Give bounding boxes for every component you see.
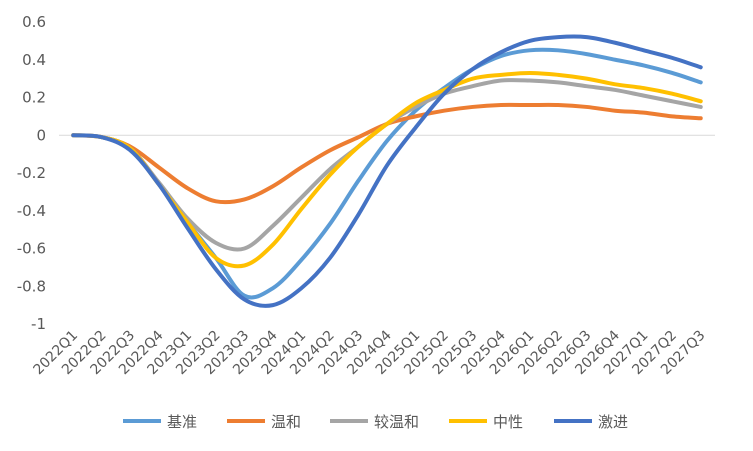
- y-tick-label: 0.6: [22, 13, 46, 31]
- series-line-1: [71, 102, 703, 205]
- legend: 基准 温和 较温和 中性 激进: [123, 413, 628, 431]
- y-tick-label: -0.4: [17, 202, 46, 220]
- legend-label: 温和: [271, 413, 301, 431]
- series-lines: [71, 34, 703, 308]
- legend-item: 较温和: [330, 413, 419, 431]
- series-line-4: [71, 34, 703, 308]
- legend-label: 激进: [598, 413, 628, 431]
- legend-item: 基准: [123, 413, 197, 431]
- legend-item: 激进: [554, 413, 628, 431]
- y-tick-label: -0.6: [17, 240, 46, 258]
- y-tick-label: 0.4: [22, 51, 46, 69]
- y-tick-label: -0.2: [17, 164, 46, 182]
- series-line-3: [71, 70, 703, 269]
- x-axis-tick-labels: 2022Q12022Q22022Q32022Q42023Q12023Q22023…: [30, 327, 708, 378]
- legend-item: 中性: [449, 413, 523, 431]
- legend-label: 基准: [167, 413, 197, 431]
- legend-item: 温和: [227, 413, 301, 431]
- y-tick-label: 0: [36, 126, 46, 144]
- y-axis-tick-labels: 0.6 0.4 0.2 0 -0.2 -0.4 -0.6 -0.8 -1: [17, 13, 46, 333]
- y-tick-label: 0.2: [22, 89, 46, 107]
- legend-label: 较温和: [374, 413, 419, 431]
- legend-label: 中性: [493, 413, 523, 431]
- y-tick-label: -0.8: [17, 277, 46, 295]
- y-tick-label: -1: [31, 315, 46, 333]
